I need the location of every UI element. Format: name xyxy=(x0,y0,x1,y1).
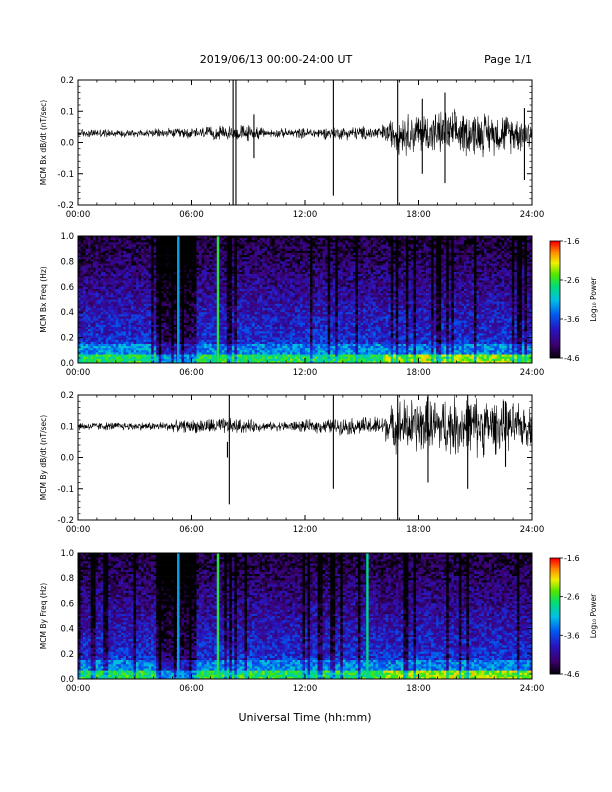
colorbar-tick-label: -4.6 xyxy=(564,670,580,679)
colorbar-label: Log₁₀ Power xyxy=(589,593,598,638)
x-tick-label: 12:00 xyxy=(293,210,318,220)
colorbar-tick-label: -2.6 xyxy=(564,593,580,602)
heatmap-cells xyxy=(78,553,533,680)
x-tick-label: 06:00 xyxy=(179,368,204,378)
series-line xyxy=(77,395,533,459)
y-tick-label: 0.2 xyxy=(60,334,74,344)
spectral-line-mark xyxy=(177,553,180,679)
series-line xyxy=(77,108,533,158)
y-tick-label: 1.0 xyxy=(60,549,74,559)
x-tick-label: 24:00 xyxy=(520,368,545,378)
y-tick-label: 0.6 xyxy=(60,283,74,293)
y-tick-label: 0.0 xyxy=(60,454,74,464)
x-tick-label: 18:00 xyxy=(406,210,431,220)
spectral-line-mark xyxy=(366,553,369,679)
y-tick-label: 0.4 xyxy=(60,625,74,635)
x-tick-label: 06:00 xyxy=(179,525,204,535)
y-tick-label: 0.1 xyxy=(60,422,74,432)
x-tick-label: 12:00 xyxy=(293,684,318,694)
x-tick-label: 00:00 xyxy=(66,684,91,694)
spectral-line-mark xyxy=(177,236,180,363)
y-tick-label: 0.6 xyxy=(60,599,74,609)
y-tick-label: 0.0 xyxy=(60,675,74,685)
x-tick-label: 18:00 xyxy=(406,684,431,694)
y-tick-label: 0.1 xyxy=(60,107,74,117)
colorbar xyxy=(550,241,560,359)
colorbar-tick-label: -3.6 xyxy=(564,631,580,640)
x-tick-label: 12:00 xyxy=(293,368,318,378)
y-tick-label: 0.4 xyxy=(60,308,74,318)
x-tick-label: 00:00 xyxy=(66,368,91,378)
page-indicator: Page 1/1 xyxy=(484,53,532,66)
colorbar-tick-label: -3.6 xyxy=(564,315,580,324)
x-tick-label: 00:00 xyxy=(66,210,91,220)
x-tick-label: 12:00 xyxy=(293,525,318,535)
y-tick-label: 0.0 xyxy=(60,359,74,369)
y-tick-label: 0.2 xyxy=(60,76,74,86)
spectral-line-mark xyxy=(216,553,220,679)
y-tick-label: -0.1 xyxy=(57,485,74,495)
y-tick-label: 0.8 xyxy=(60,257,74,267)
y-tick-label: 0.0 xyxy=(60,139,74,149)
y-axis-label: MCM Bx Freq (Hz) xyxy=(39,266,48,332)
spectral-line-mark xyxy=(216,236,220,363)
colorbar-frame xyxy=(549,557,561,675)
y-tick-label: -0.1 xyxy=(57,170,74,180)
x-tick-label: 24:00 xyxy=(520,525,545,535)
x-tick-label: 18:00 xyxy=(406,525,431,535)
colorbar-tick-label: -1.6 xyxy=(564,554,580,563)
y-axis-label: MCM Bx dB/dt (nT/sec) xyxy=(39,100,48,185)
plot-title: 2019/06/13 00:00-24:00 UT xyxy=(0,53,552,66)
x-tick-label: 00:00 xyxy=(66,525,91,535)
y-axis-label: MCM By Freq (Hz) xyxy=(39,583,48,649)
y-tick-label: -0.2 xyxy=(57,201,74,211)
colorbar-label: Log₁₀ Power xyxy=(589,276,598,321)
x-tick-label: 06:00 xyxy=(179,210,204,220)
y-tick-label: -0.2 xyxy=(57,516,74,526)
heatmap-cells xyxy=(78,236,533,364)
colorbar-tick-label: -1.6 xyxy=(564,237,580,246)
y-tick-label: 0.8 xyxy=(60,574,74,584)
plot-frame xyxy=(77,79,533,206)
colorbar-tick-label: -2.6 xyxy=(564,276,580,285)
y-tick-label: 1.0 xyxy=(60,232,74,242)
y-tick-label: 0.2 xyxy=(60,650,74,660)
x-tick-label: 24:00 xyxy=(520,210,545,220)
y-axis-label: MCM By dB/dt (nT/sec) xyxy=(39,415,48,500)
plot-frame xyxy=(77,394,533,521)
colorbar xyxy=(550,558,560,675)
colorbar-tick-label: -4.6 xyxy=(564,354,580,363)
x-tick-label: 18:00 xyxy=(406,368,431,378)
y-tick-label: 0.2 xyxy=(60,391,74,401)
x-tick-label: 06:00 xyxy=(179,684,204,694)
x-axis-title: Universal Time (hh:mm) xyxy=(78,711,532,724)
colorbar-frame xyxy=(549,240,561,359)
x-tick-label: 24:00 xyxy=(520,684,545,694)
